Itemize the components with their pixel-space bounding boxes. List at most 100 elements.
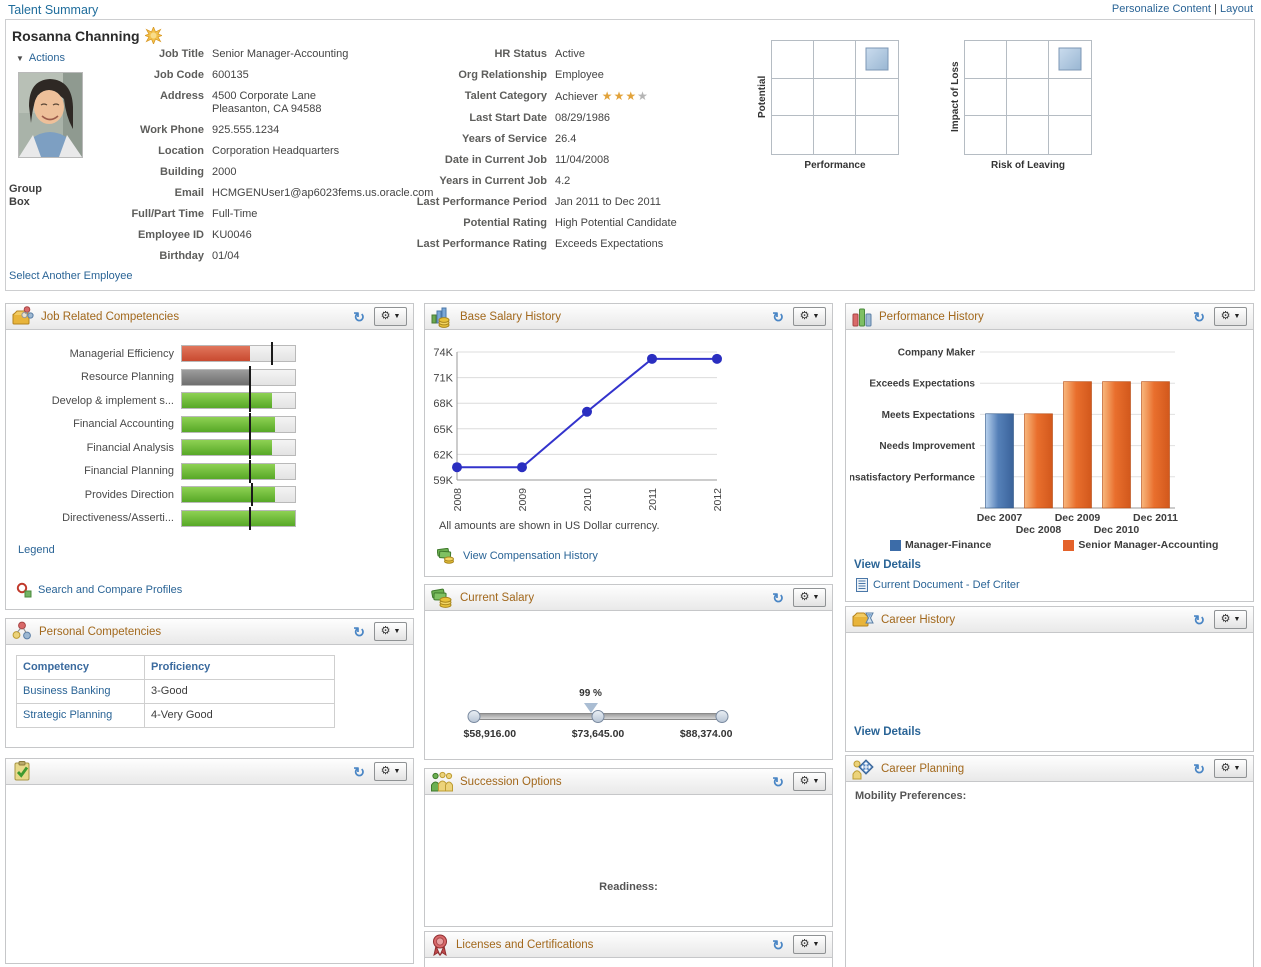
svg-text:62K: 62K <box>433 449 453 461</box>
pagelet-menu-button[interactable]: ⚙ ▼ <box>1214 610 1247 629</box>
competency-target-marker <box>248 365 251 389</box>
svg-text:2008: 2008 <box>452 488 464 512</box>
chevron-down-icon: ▼ <box>1233 313 1241 320</box>
gear-icon: ⚙ <box>1220 310 1231 322</box>
field-label: Address <box>159 90 204 102</box>
competency-bar-track <box>181 412 296 436</box>
competency-row: Financial Planning <box>6 459 413 484</box>
pagelet-menu-button[interactable]: ⚙ ▼ <box>374 622 407 641</box>
select-another-employee-link[interactable]: Select Another Employee <box>9 270 133 282</box>
panel-header: ↻ ⚙ ▼ <box>6 759 413 785</box>
competency-target-marker <box>248 389 251 413</box>
star-filled-icon: ★ <box>625 89 638 103</box>
panel-title: Performance History <box>879 310 984 323</box>
panel-header: Performance History ↻ ⚙ ▼ <box>846 304 1253 330</box>
competency-label: Resource Planning <box>81 371 174 384</box>
nbox-cell <box>965 78 1007 117</box>
svg-text:74K: 74K <box>433 347 453 359</box>
career-planning-icon <box>852 758 874 779</box>
competency-bar-fill <box>182 463 275 479</box>
view-compensation-history-link[interactable]: View Compensation History <box>437 548 598 564</box>
actions-menu[interactable]: ▼ Actions <box>16 52 65 64</box>
table-cell[interactable]: Business Banking <box>16 679 145 704</box>
chevron-down-icon: ▼ <box>1233 765 1241 772</box>
refresh-icon[interactable]: ↻ <box>1193 308 1205 325</box>
field-label: Last Performance Period <box>416 196 547 208</box>
field-value: 26.4 <box>555 133 577 145</box>
competency-bar-chart: Managerial Efficiency Resource Planning De… <box>6 330 413 530</box>
refresh-icon[interactable]: ↻ <box>772 308 784 325</box>
field-value: Exceeds Expectations <box>555 238 664 250</box>
competency-bar-fill <box>182 369 250 385</box>
nbox-cell <box>1049 79 1091 117</box>
nbox-grid <box>964 40 1092 155</box>
layout-link[interactable]: Layout <box>1219 3 1253 15</box>
field-label: Email <box>174 187 204 199</box>
base-salary-line-chart: 59K 62K 65K 68K 71K 74K 2008 2009 2010 2011 2012 <box>427 332 822 537</box>
refresh-icon[interactable]: ↻ <box>353 623 365 640</box>
pagelet-menu-button[interactable]: ⚙ ▼ <box>793 935 826 954</box>
competency-bar-fill <box>182 440 273 456</box>
panel-header: Base Salary History ↻ ⚙ ▼ <box>425 304 832 330</box>
panel-succession-options: Succession Options ↻ ⚙ ▼ Readiness: <box>424 768 833 927</box>
gear-icon: ⚙ <box>799 310 810 322</box>
field-value[interactable]: HCMGENUser1@ap6023fems.us.oracle.com <box>212 187 434 199</box>
competency-bar-track <box>181 459 296 483</box>
current-document-link[interactable]: Current Document - Def Criter <box>856 578 1020 592</box>
chevron-down-icon: ▼ <box>812 778 820 785</box>
refresh-icon[interactable]: ↻ <box>1193 611 1205 628</box>
performance-legend: Manager-Finance Senior Manager-Accounting <box>890 539 1218 551</box>
nbox-cell <box>814 78 856 117</box>
competency-bar-track <box>181 365 296 389</box>
legend-link[interactable]: Legend <box>18 544 55 556</box>
salary-mid-label: $73,645.00 <box>571 728 625 740</box>
panel-header: Licenses and Certifications ↻ ⚙ ▼ <box>425 932 832 958</box>
performance-view-details-link[interactable]: View Details <box>854 559 921 571</box>
refresh-icon[interactable]: ↻ <box>1193 760 1205 777</box>
refresh-icon[interactable]: ↻ <box>772 773 784 790</box>
panel-title: Job Related Competencies <box>41 310 180 323</box>
competency-bar-fill <box>182 416 275 432</box>
competency-row: Develop & implement s... <box>6 389 413 413</box>
field-label: Org Relationship <box>458 69 547 81</box>
refresh-icon[interactable]: ↻ <box>772 589 784 606</box>
field-value: KU0046 <box>212 229 252 241</box>
svg-text:59K: 59K <box>433 475 453 487</box>
slider-max-handle <box>715 710 729 723</box>
search-compare-profiles-link[interactable]: Search and Compare Profiles <box>16 582 182 598</box>
pagelet-menu-button[interactable]: ⚙ ▼ <box>374 762 407 781</box>
nbox-y-axis-label: Impact of Loss <box>950 61 961 132</box>
slider-min-handle <box>467 710 481 723</box>
table-cell[interactable]: Strategic Planning <box>16 703 145 728</box>
pagelet-menu-button[interactable]: ⚙ ▼ <box>793 307 826 326</box>
svg-text:Dec 2011: Dec 2011 <box>1133 512 1178 524</box>
pagelet-menu-button[interactable]: ⚙ ▼ <box>1214 759 1247 778</box>
pagelet-menu-button[interactable]: ⚙ ▼ <box>1214 307 1247 326</box>
slider-track[interactable]: 99 % <box>467 688 729 723</box>
field-label: Work Phone <box>140 124 204 136</box>
refresh-icon[interactable]: ↻ <box>353 763 365 780</box>
competency-row: Provides Direction <box>6 483 413 507</box>
personalize-content-link[interactable]: Personalize Content <box>1111 3 1211 15</box>
refresh-icon[interactable]: ↻ <box>772 936 784 953</box>
panel-career-history: Career History ↻ ⚙ ▼ View Details <box>845 606 1254 752</box>
field-value: Corporation Headquarters <box>212 145 340 157</box>
pagelet-menu-button[interactable]: ⚙ ▼ <box>793 588 826 607</box>
link-separator: | <box>1214 3 1217 15</box>
career-view-details-link[interactable]: View Details <box>854 726 921 738</box>
panel-header: Succession Options ↻ ⚙ ▼ <box>425 769 832 795</box>
group-box-label: Group Box <box>9 183 42 208</box>
star-filled-icon: ★ <box>613 89 626 103</box>
gear-icon: ⚙ <box>799 775 810 787</box>
pagelet-menu-button[interactable]: ⚙ ▼ <box>374 307 407 326</box>
competency-target-marker <box>248 459 251 483</box>
talent-category-stars: ★★★★ <box>602 89 649 103</box>
pagelet-menu-button[interactable]: ⚙ ▼ <box>793 772 826 791</box>
refresh-icon[interactable]: ↻ <box>353 308 365 325</box>
field-label: Birthday <box>159 250 204 262</box>
gear-icon: ⚙ <box>380 625 391 637</box>
impact-risk-grid: Impact of Loss Risk of Leaving <box>950 40 1092 171</box>
competency-target-marker <box>251 483 254 507</box>
current-salary-icon <box>431 588 452 608</box>
legend-swatch <box>890 539 901 551</box>
